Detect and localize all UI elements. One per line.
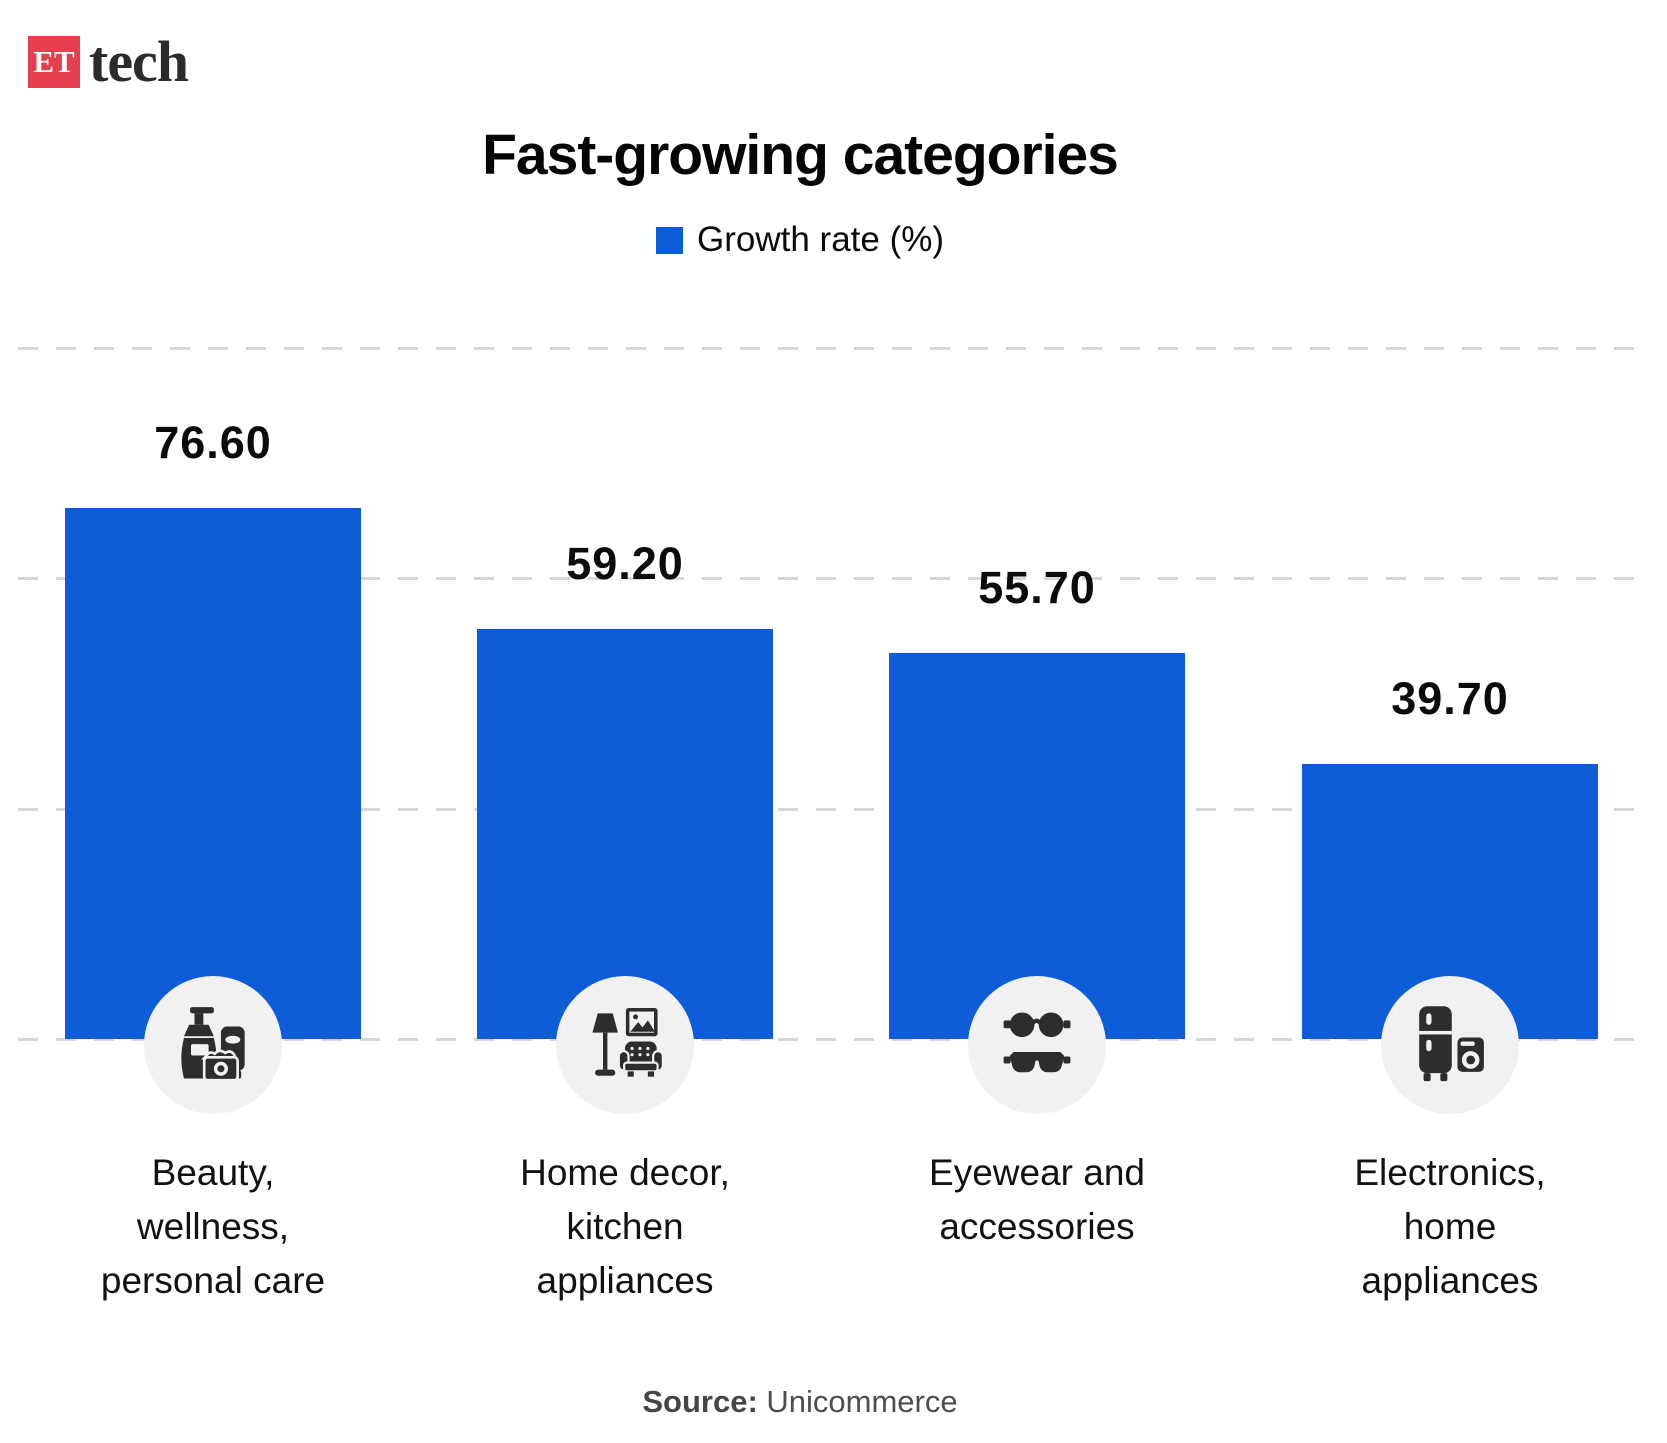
category-label-line: Beauty, (151, 1152, 275, 1193)
category-label-line: Eyewear and (929, 1152, 1145, 1193)
category-label-line: accessories (939, 1206, 1135, 1247)
category-label-line: appliances (1361, 1260, 1539, 1301)
bar-column: 76.60 (65, 0, 361, 1443)
category-label: Home decor, kitchen appliances (425, 1146, 825, 1308)
chart-title: Fast-growing categories (482, 123, 1119, 187)
bar (65, 508, 361, 1039)
gridline (18, 807, 1649, 811)
category-icon-badge (144, 976, 282, 1114)
et-tech-logo: ET tech (28, 29, 189, 94)
category-label-line: Home decor, (520, 1152, 730, 1193)
gridline (18, 1037, 1649, 1041)
category-icon-badge (1381, 976, 1519, 1114)
category-icon-badge (556, 976, 694, 1114)
et-logo-box: ET (28, 36, 80, 88)
bar-value-label: 39.70 (1391, 673, 1509, 724)
legend-label: Growth rate (%) (697, 220, 944, 259)
bar-column: 39.70 (1302, 0, 1598, 1443)
sunglasses-icon (1003, 1012, 1071, 1073)
home-decor-icon (592, 1008, 664, 1077)
appliances-icon (1419, 1006, 1487, 1082)
bar-value-label: 76.60 (154, 417, 272, 468)
category-label: Electronics, home appliances (1250, 1146, 1650, 1308)
tech-logo-text: tech (89, 29, 189, 94)
source-line: Source: Unicommerce (0, 1384, 1600, 1420)
category-label: Eyewear and accessories (837, 1146, 1237, 1254)
category-label-line: wellness, (136, 1206, 290, 1247)
bar (889, 653, 1185, 1039)
et-logo-text: ET (33, 44, 75, 79)
category-label-line: personal care (100, 1260, 326, 1301)
cosmetics-icon (181, 1007, 245, 1082)
category-label-line: appliances (536, 1260, 714, 1301)
source-name: Unicommerce (766, 1384, 958, 1419)
gridline (18, 576, 1649, 580)
bar-column: 59.20 (477, 0, 773, 1443)
bar-value-label: 59.20 (566, 538, 684, 589)
category-label: Beauty, wellness, personal care (13, 1146, 413, 1308)
legend: Growth rate (%) (0, 220, 1600, 260)
category-label-line: home (1403, 1206, 1497, 1247)
source-prefix: Source: (642, 1384, 758, 1419)
legend-swatch-icon (656, 226, 683, 254)
bar-value-label: 55.70 (978, 562, 1096, 613)
category-icon-badge (968, 976, 1106, 1114)
category-label-line: kitchen (566, 1206, 684, 1247)
bar (477, 629, 773, 1039)
category-label-line: Electronics, (1354, 1152, 1546, 1193)
bar-column: 55.70 (889, 0, 1185, 1443)
gridline (18, 346, 1649, 350)
